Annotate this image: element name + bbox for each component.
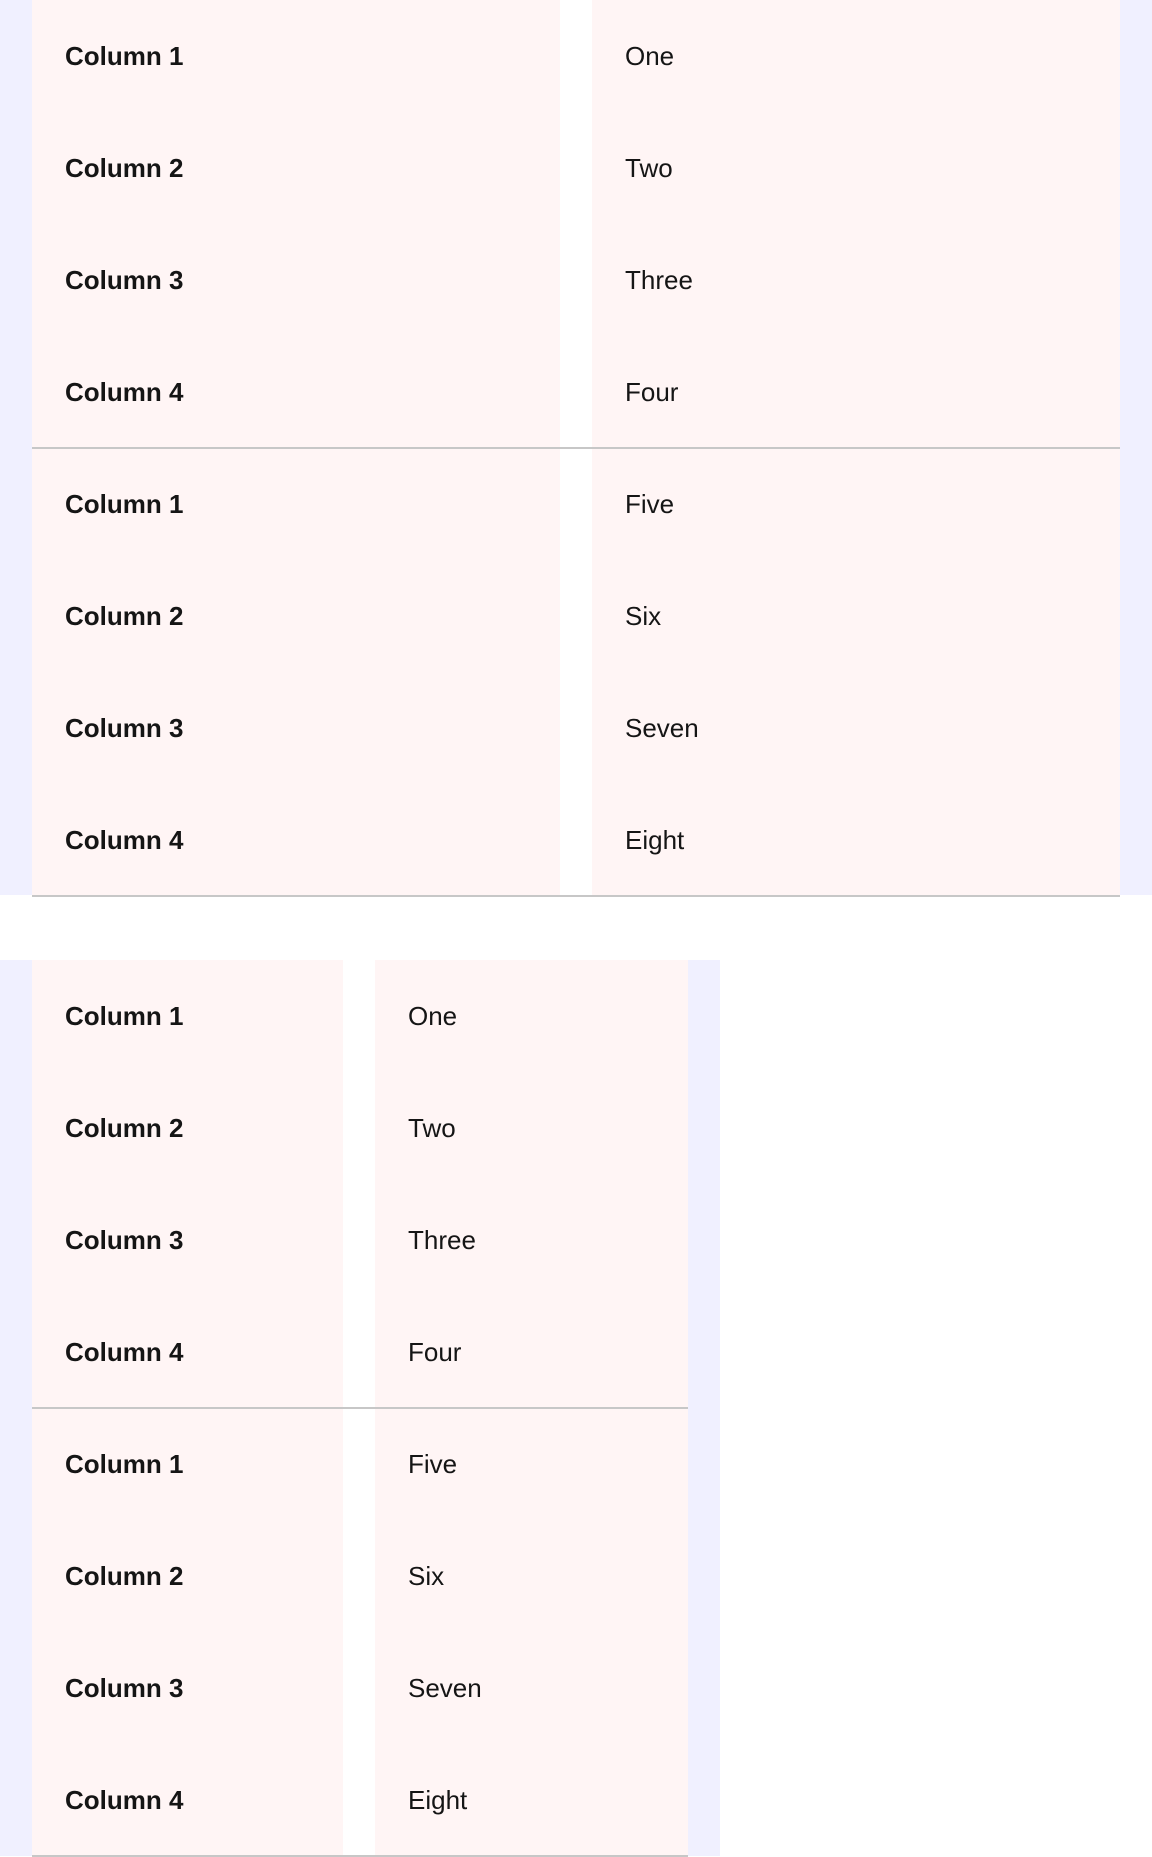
row-value: Eight	[408, 1784, 468, 1815]
row-label: Column 2	[65, 1560, 184, 1591]
row-value: Two	[408, 1112, 456, 1143]
row-value: One	[625, 40, 675, 71]
row-value: One	[408, 1000, 458, 1031]
row-label: Column 1	[65, 1000, 184, 1031]
row-label: Column 3	[65, 1672, 184, 1703]
row-label: Column 2	[65, 1112, 184, 1143]
row-label: Column 1	[65, 40, 184, 71]
row-label: Column 2	[65, 152, 184, 183]
row-value: Eight	[625, 824, 685, 855]
row-label: Column 2	[65, 600, 184, 631]
row-value: Five	[625, 488, 675, 519]
row-label: Column 3	[65, 712, 184, 743]
row-label: Column 3	[65, 1224, 184, 1255]
group-divider	[32, 447, 1120, 449]
row-value: Seven	[625, 712, 699, 743]
row-value: Three	[625, 264, 693, 295]
row-label: Column 4	[65, 1336, 184, 1367]
row-value: Three	[408, 1224, 476, 1255]
row-label: Column 4	[65, 824, 184, 855]
row-value: Seven	[408, 1672, 482, 1703]
row-value: Six	[625, 600, 662, 631]
description-list-wide: Column 1 One Column 2 Two Column 3 Three Colum…	[0, 0, 1152, 897]
row-value: Four	[625, 376, 679, 407]
row-value: Six	[408, 1560, 445, 1591]
row-label: Column 1	[65, 488, 184, 519]
row-value: Two	[625, 152, 673, 183]
group-divider	[32, 1407, 688, 1409]
description-list-narrow: Column 1 One Column 2 Two Column 3 Three Colum…	[0, 960, 720, 1857]
row-label: Column 1	[65, 1448, 184, 1479]
row-label: Column 4	[65, 1784, 184, 1815]
group-divider	[32, 895, 1120, 897]
row-value: Four	[408, 1336, 462, 1367]
row-label: Column 3	[65, 264, 184, 295]
row-value: Five	[408, 1448, 458, 1479]
row-label: Column 4	[65, 376, 184, 407]
